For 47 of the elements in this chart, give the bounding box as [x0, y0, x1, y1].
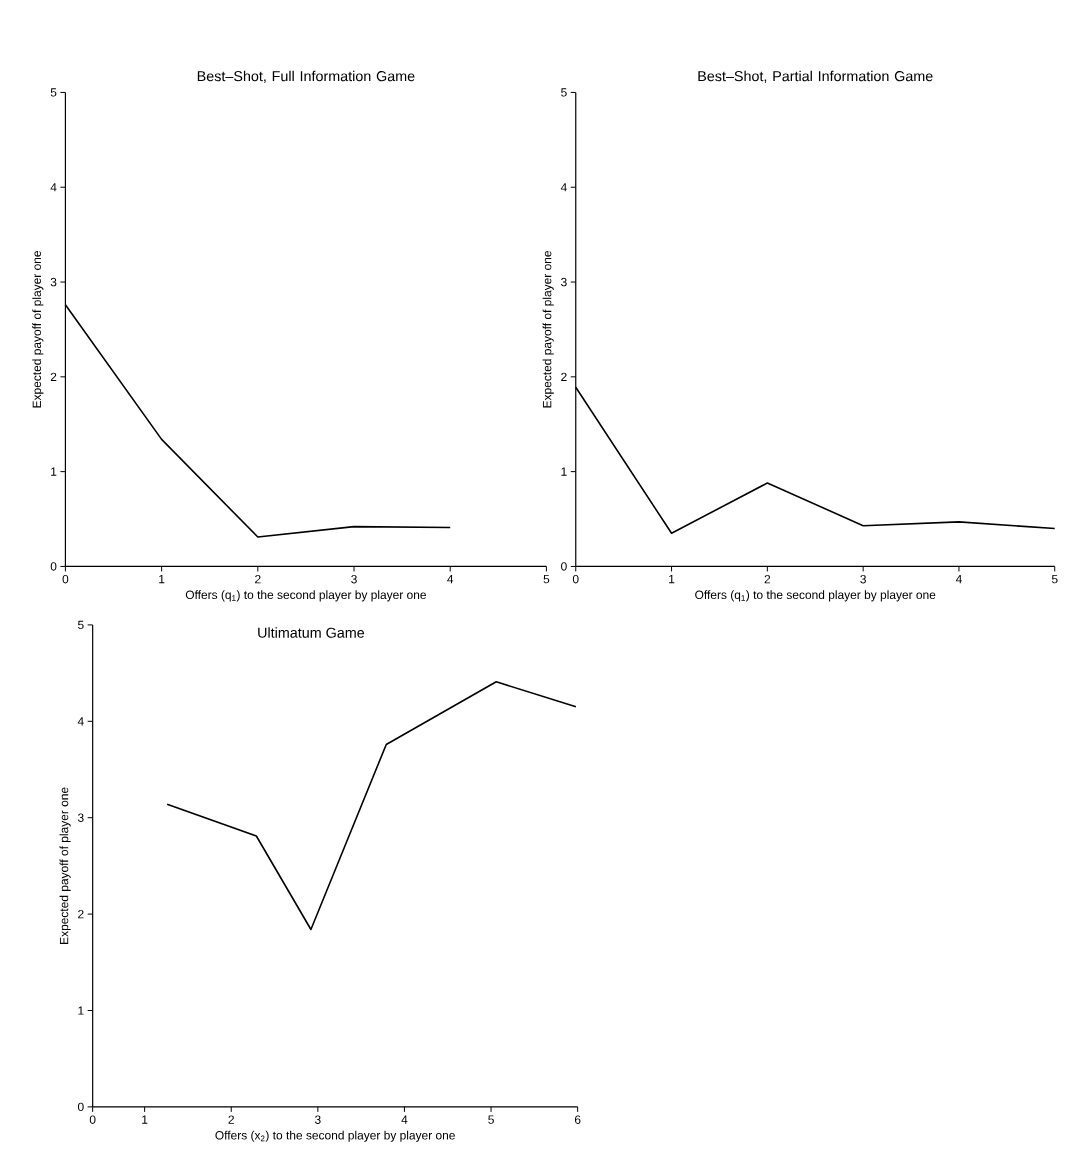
x-tick-label: 4 [447, 574, 454, 584]
x-tick-label: 3 [860, 574, 866, 584]
y-axis-title: Expected payoff of player one [32, 251, 44, 408]
line-series [166, 680, 577, 931]
y-axis-title: Expected payoff of player one [59, 787, 71, 944]
y-tick-label: 2 [78, 909, 84, 919]
x-tick-label: 4 [401, 1115, 408, 1124]
x-tick-label: 6 [574, 1115, 581, 1124]
y-tick-label: 0 [50, 562, 57, 571]
y-tick-label: 1 [561, 467, 567, 476]
y-tick-label: 4 [77, 717, 84, 726]
chart-title: Ultimatum Game [258, 627, 365, 638]
y-tick-label: 2 [561, 372, 567, 382]
y-tick-label: 5 [561, 88, 567, 97]
x-tick-label: 5 [543, 574, 550, 584]
x-tick-label: 3 [314, 1115, 321, 1124]
y-tick-label: 5 [77, 620, 84, 630]
y-tick-label: 2 [50, 372, 57, 382]
x-tick-label: 1 [142, 1115, 148, 1124]
chart-title: Best–Shot, Full Information Game [197, 70, 415, 83]
y-tick-label: 0 [77, 1102, 84, 1112]
x-axis-title: Offers (x$_{2}$) to the second player by player one [215, 1130, 455, 1142]
y-tick-label: 3 [77, 813, 84, 822]
y-tick-label: 0 [561, 562, 567, 571]
chart-title: Best–Shot, Partial Information Game [698, 70, 933, 83]
x-tick-label: 2 [764, 574, 771, 584]
y-tick-label: 3 [561, 277, 567, 287]
y-tick-label: 1 [78, 1006, 84, 1015]
x-tick-label: 0 [89, 1115, 96, 1124]
y-tick-label: 4 [560, 183, 567, 192]
x-tick-label: 5 [488, 1115, 494, 1124]
x-axis-title: Offers (q$_{1}$) to the second player by player one [695, 590, 936, 602]
x-tick-label: 3 [351, 574, 357, 584]
y-tick-label: 5 [50, 88, 57, 97]
x-tick-label: 1 [159, 574, 165, 584]
x-tick-label: 2 [255, 574, 261, 584]
x-axis-title: Offers (q$_{1}$) to the second player by player one [185, 590, 426, 602]
y-tick-label: 1 [51, 467, 57, 476]
y-axis-title: Expected payoff of player one [542, 251, 554, 408]
x-tick-label: 2 [228, 1115, 234, 1124]
y-tick-label: 3 [50, 277, 57, 287]
x-tick-label: 4 [955, 574, 962, 584]
x-tick-label: 0 [62, 574, 69, 584]
x-tick-label: 0 [572, 574, 579, 584]
x-tick-label: 5 [1051, 574, 1058, 584]
x-tick-label: 1 [669, 574, 675, 584]
y-tick-label: 4 [50, 183, 57, 192]
